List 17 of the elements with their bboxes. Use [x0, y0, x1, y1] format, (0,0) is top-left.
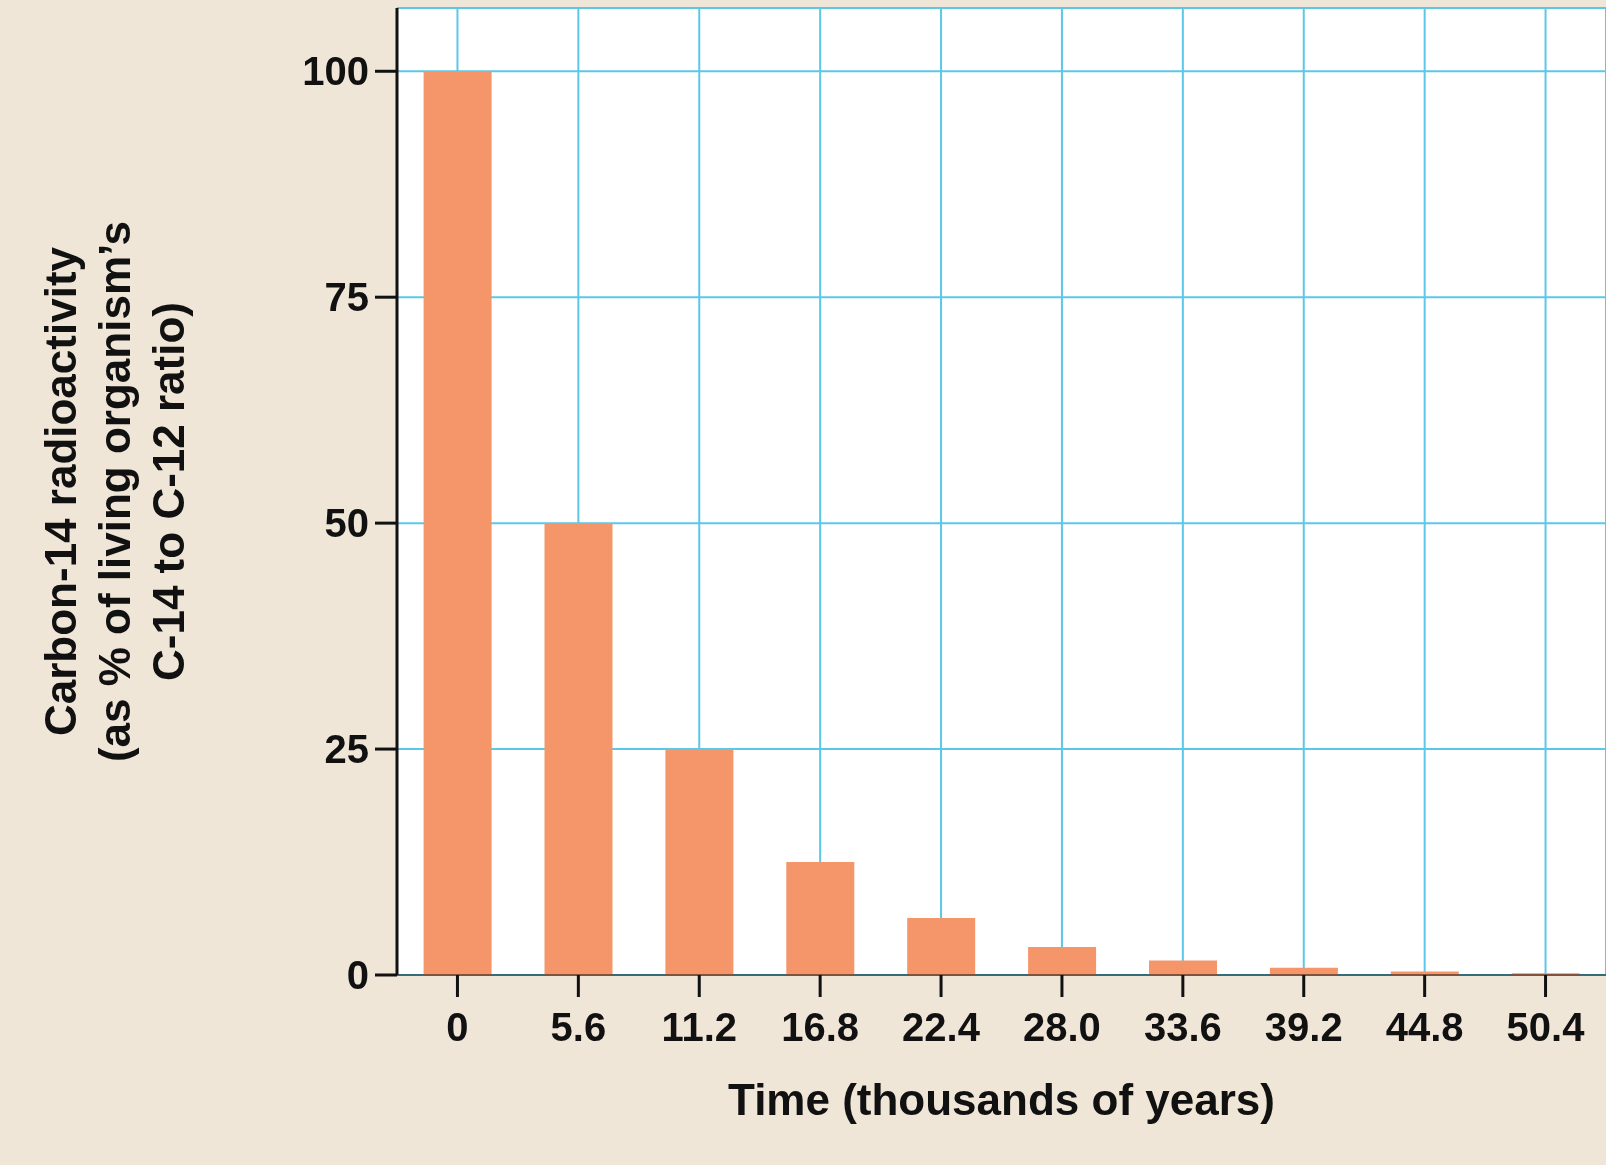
y-tick-label: 100	[302, 49, 369, 94]
x-tick-label: 22.4	[902, 1005, 981, 1050]
y-tick-label: 75	[324, 275, 369, 320]
x-tick-label: 44.8	[1385, 1005, 1464, 1050]
x-axis-title: Time (thousands of years)	[728, 1075, 1275, 1124]
x-tick-label: 16.8	[781, 1005, 860, 1050]
y-tick-label: 50	[324, 501, 369, 546]
x-tick-label: 28.0	[1023, 1005, 1101, 1050]
x-tick-label: 5.6	[550, 1005, 607, 1050]
x-tick-label: 33.6	[1143, 1005, 1222, 1050]
x-tick-label: 50.4	[1506, 1005, 1586, 1050]
y-axis-title: Carbon-14 radioactivity (as % of living organism’s C-14 to C-12 ratio)	[36, 220, 193, 763]
x-tick-label: 11.2	[661, 1005, 738, 1050]
y-tick-label: 0	[346, 953, 369, 998]
y-tick-label: 25	[324, 727, 369, 772]
x-tick-label: 0	[446, 1005, 469, 1050]
x-tick-label: 39.2	[1264, 1005, 1343, 1050]
